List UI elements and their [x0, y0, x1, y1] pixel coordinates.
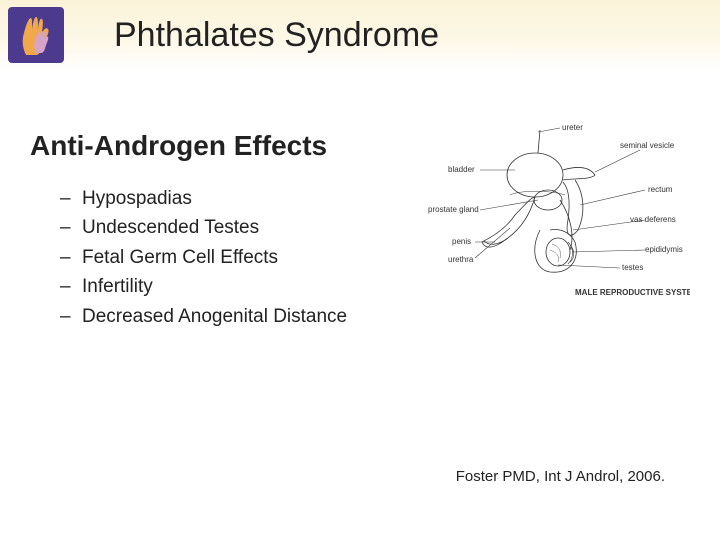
label-rectum: rectum	[648, 185, 673, 194]
label-seminal-vesicle: seminal vesicle	[620, 141, 675, 150]
list-item: Fetal Germ Cell Effects	[60, 243, 420, 272]
label-bladder: bladder	[448, 165, 475, 174]
list-item: Hypospadias	[60, 184, 420, 213]
label-urethra: urethra	[448, 255, 474, 264]
list-item: Undescended Testes	[60, 213, 420, 242]
list-item: Decreased Anogenital Distance	[60, 302, 420, 331]
label-ureter: ureter	[562, 123, 583, 132]
logo-icon	[8, 7, 64, 63]
label-testes: testes	[622, 263, 643, 272]
bullet-list: Hypospadias Undescended Testes Fetal Ger…	[30, 184, 420, 331]
label-vas-deferens: vas deferens	[630, 215, 676, 224]
page-title: Phthalates Syndrome	[114, 16, 439, 55]
text-column: Anti-Androgen Effects Hypospadias Undesc…	[30, 130, 420, 331]
label-prostate: prostate gland	[428, 205, 479, 214]
content-area: Anti-Androgen Effects Hypospadias Undesc…	[0, 70, 720, 331]
diagram-caption: MALE REPRODUCTIVE SYSTEM	[575, 288, 690, 297]
list-item: Infertility	[60, 272, 420, 301]
header-bar: Phthalates Syndrome	[0, 0, 720, 70]
label-epididymis: epididymis	[645, 245, 683, 254]
anatomy-diagram: ureter bladder seminal vesicle prostate …	[420, 120, 690, 320]
citation: Foster PMD, Int J Androl, 2006.	[456, 468, 665, 485]
subtitle: Anti-Androgen Effects	[30, 130, 420, 162]
label-penis: penis	[452, 237, 471, 246]
